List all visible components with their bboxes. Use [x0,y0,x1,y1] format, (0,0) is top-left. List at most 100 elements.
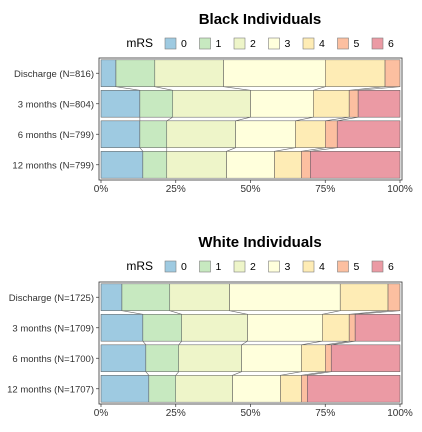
bar-segment-6 [310,151,401,179]
flow-connector [322,310,341,315]
bar-segment-5 [325,120,338,148]
legend-label-2: 2 [250,261,256,273]
legend-label-4: 4 [319,38,325,50]
bar-segment-5 [348,314,356,342]
flow-connector [229,310,248,315]
category-label: Discharge (N=816) [14,69,94,80]
legend-swatch-3 [268,260,280,273]
legend-swatch-4 [302,260,315,273]
bar-segment-1 [145,344,179,372]
bar-segment-3 [223,59,326,87]
category-label: 3 months (N=1709) [12,323,94,334]
legend-title: mRS [126,259,153,273]
flow-connector [301,371,326,376]
chart-panel-2: White Individuals mRS 0 1 2 3 4 5 6 Discharge (N=… [7,234,413,419]
legend-swatch-3 [268,37,280,50]
legend-swatch-5 [337,260,349,273]
bar-segment-1 [121,283,171,311]
legend-swatch-0 [164,260,177,273]
bar-segment-2 [154,59,224,87]
legend-swatch-6 [371,37,384,50]
bar-segment-2 [175,375,233,403]
bar-segment-6 [336,120,401,148]
bar-segment-3 [250,90,314,118]
legend-swatch-2 [233,37,246,50]
bar-segment-6 [330,344,401,372]
bar-segment-1 [142,314,182,342]
bar-segment-0 [100,59,117,87]
x-tick-label: 100% [387,184,413,195]
legend: mRS 0 1 2 3 4 5 6 [126,259,394,273]
legend-swatch-6 [371,260,384,273]
bar-segment-0 [100,120,141,148]
legend-title: mRS [126,36,153,50]
flow-connector [358,86,401,91]
bar-segment-0 [100,90,141,118]
bar-segment-2 [166,120,236,148]
flow-connector [307,371,332,376]
bar-segment-4 [274,151,302,179]
bar-segment-6 [307,375,401,403]
flow-connector [313,86,326,91]
bar-segment-5 [325,344,332,372]
flow-connector [337,116,359,122]
bar-segment-0 [100,375,150,403]
legend: mRS 0 1 2 3 4 5 6 [126,36,394,50]
legend-swatch-5 [337,37,349,50]
legend-label-1: 1 [216,261,222,273]
flow-connector [169,310,182,315]
legend-label-1: 1 [216,38,222,50]
x-tick-label: 100% [387,408,413,419]
flow-connector [154,86,173,91]
legend-label-6: 6 [388,38,394,50]
flow-connector [226,147,236,152]
flow-connector [178,340,182,346]
legend-label-0: 0 [181,261,187,273]
bar-segment-1 [139,90,174,118]
legend-label-5: 5 [354,38,360,50]
category-label: 3 months (N=804) [18,99,94,110]
category-label: 12 months (N=799) [12,160,94,171]
x-tick-label: 25% [166,408,186,419]
legend-swatch-2 [233,260,246,273]
bar-segment-3 [235,120,296,148]
chart-title: White Individuals [198,234,321,251]
legend-label-5: 5 [354,261,360,273]
x-tick-label: 75% [315,184,335,195]
flow-connector [355,310,401,315]
flow-connector [325,116,350,122]
bar-segment-6 [357,90,401,118]
flow-connector [349,310,389,315]
bar-segment-4 [325,59,386,87]
flow-connector [235,116,251,122]
legend-swatch-4 [302,37,315,50]
bar-segment-3 [229,283,341,311]
flow-connector [295,116,314,122]
bar-segment-2 [172,90,251,118]
bar-segment-1 [115,59,156,87]
legend-label-3: 3 [285,261,291,273]
x-tick-label: 75% [315,408,335,419]
bar-segment-3 [241,344,302,372]
bar-segment-4 [339,283,389,311]
flow-connector [142,340,147,346]
bar-segment-5 [384,59,401,87]
flow-connector [301,340,323,346]
bar-segment-6 [354,314,401,342]
bar-segment-1 [139,120,168,148]
chart-title: Black Individuals [199,11,322,28]
legend-swatch-0 [164,37,177,50]
flow-connector [280,371,302,376]
flow-connector [166,116,173,122]
bar-segment-1 [148,375,176,403]
legend-label-6: 6 [388,261,394,273]
flow-connector [121,310,143,315]
bar-segment-1 [142,151,168,179]
bar-segment-3 [232,375,281,403]
bar-segment-2 [178,344,242,372]
bar-segment-4 [322,314,350,342]
bar-segment-2 [169,283,230,311]
x-tick-label: 0% [94,184,109,195]
